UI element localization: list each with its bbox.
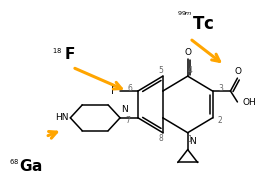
Text: $^{68}$: $^{68}$ [9, 160, 19, 170]
Text: 7: 7 [125, 116, 130, 125]
Text: $^{99m}$: $^{99m}$ [177, 11, 192, 20]
Text: 6: 6 [128, 84, 133, 93]
Text: F: F [111, 86, 117, 96]
Text: $\mathbf{F}$: $\mathbf{F}$ [64, 46, 75, 62]
Text: 2: 2 [217, 116, 222, 125]
Text: 1: 1 [187, 135, 192, 144]
Text: N: N [189, 137, 195, 146]
Text: $\mathbf{Ga}$: $\mathbf{Ga}$ [19, 158, 42, 174]
Text: $^{18}$: $^{18}$ [52, 48, 63, 58]
Text: O: O [235, 67, 242, 76]
Text: HN: HN [55, 113, 68, 122]
Text: O: O [184, 48, 191, 57]
Text: 8: 8 [159, 134, 163, 143]
Text: 5: 5 [159, 66, 163, 75]
Text: 3: 3 [218, 84, 223, 93]
Text: $\mathbf{Tc}$: $\mathbf{Tc}$ [192, 15, 214, 33]
Text: N: N [121, 105, 128, 114]
Text: 4: 4 [187, 66, 192, 75]
Text: OH: OH [242, 98, 256, 107]
